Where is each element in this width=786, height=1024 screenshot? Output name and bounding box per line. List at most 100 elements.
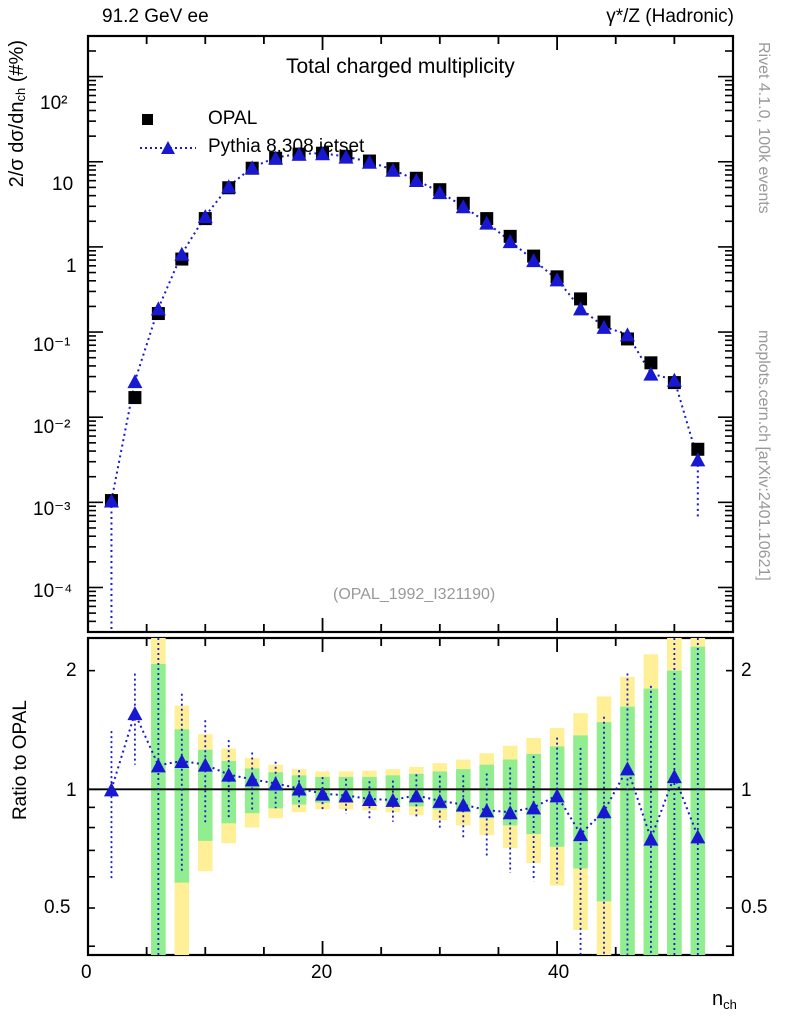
- data-point-pythia: [596, 319, 612, 334]
- data-point-pythia: [502, 234, 518, 249]
- data-point-opal: [222, 181, 236, 195]
- data-point-pythia: [127, 374, 143, 389]
- ratio-uncertainty-band-inner: [667, 670, 682, 955]
- ratio-uncertainty-band-inner: [315, 776, 330, 803]
- data-point-opal: [456, 196, 470, 210]
- data-point-pythia: [643, 366, 659, 381]
- ratio-point-pythia: [666, 769, 682, 784]
- data-point-opal: [550, 270, 564, 284]
- legend: OPAL Pythia 8.308 jetset: [140, 105, 364, 161]
- data-point-opal: [597, 315, 611, 329]
- ratio-uncertainty-band-inner: [385, 775, 401, 805]
- ratio-uncertainty-band-outer: [432, 763, 448, 821]
- ratio-point-pythia: [549, 788, 565, 803]
- ratio-uncertainty-band-inner: [432, 771, 448, 810]
- ratio-point-pythia: [103, 782, 119, 797]
- ratio-ytick-right-2: 0.5: [741, 897, 768, 918]
- ratio-point-pythia: [643, 831, 659, 846]
- xtick-2: 40: [548, 962, 570, 983]
- legend-item-pythia: Pythia 8.308 jetset: [140, 133, 364, 161]
- main-ytick-1: 10: [52, 174, 74, 195]
- ratio-point-pythia: [385, 792, 401, 807]
- ratio-uncertainty-band-inner: [198, 749, 213, 841]
- data-point-pythia: [385, 162, 401, 177]
- data-point-opal: [527, 249, 541, 263]
- ratio-uncertainty-band-outer: [221, 748, 236, 844]
- ratio-uncertainty-band-inner: [620, 706, 635, 955]
- data-point-pythia: [549, 272, 565, 287]
- page-title: Total charged multiplicity: [286, 55, 515, 78]
- data-point-pythia: [573, 301, 589, 316]
- ratio-point-pythia: [361, 792, 377, 807]
- ratio-uncertainty-band-inner: [244, 768, 260, 814]
- ratio-uncertainty-band-outer: [596, 696, 612, 955]
- ratio-uncertainty-band-inner: [690, 646, 706, 955]
- ratio-point-pythia: [455, 797, 471, 812]
- ratio-ylabel: Ratio to OPAL: [10, 700, 31, 821]
- header-left: 91.2 GeV ee: [102, 6, 209, 27]
- ratio-point-pythia: [197, 757, 213, 772]
- ratio-uncertainty-band-inner: [362, 776, 377, 803]
- data-point-opal: [503, 229, 517, 243]
- data-point-opal: [691, 442, 705, 456]
- main-ytick-6: 10⁻⁴: [33, 581, 73, 602]
- mc-curve: [110, 152, 699, 501]
- ratio-uncertainty-band-inner: [409, 773, 424, 807]
- ratio-ytick-right-1: 1: [741, 780, 752, 801]
- ratio-uncertainty-band-inner: [526, 753, 541, 835]
- data-point-pythia: [221, 179, 237, 194]
- rivet-version-label: Rivet 4.1.0, 100k events: [755, 42, 772, 214]
- ratio-uncertainty-band-outer: [526, 737, 541, 864]
- ratio-point-pythia: [291, 781, 307, 796]
- data-point-opal: [480, 212, 494, 226]
- data-point-pythia: [666, 372, 682, 387]
- mcplots-source-label: mcplots.cern.ch [arXiv:2401.10621]: [755, 330, 772, 581]
- ratio-point-pythia: [432, 793, 448, 808]
- ratio-uncertainty-band-inner: [643, 688, 659, 955]
- data-point-opal: [175, 252, 189, 266]
- ratio-point-pythia: [502, 805, 518, 820]
- xaxis-label: nch: [712, 988, 737, 1012]
- ratio-uncertainty-band-outer: [198, 734, 213, 872]
- ratio-ytick-right-0: 2: [741, 660, 752, 681]
- data-point-pythia: [619, 327, 635, 342]
- ratio-uncertainty-band-outer: [268, 764, 283, 819]
- ratio-uncertainty-band-outer: [409, 766, 424, 816]
- ratio-uncertainty-band-outer: [291, 769, 307, 813]
- analysis-id-watermark: (OPAL_1992_I321190): [333, 586, 496, 603]
- ratio-uncertainty-band-outer: [667, 638, 682, 955]
- ratio-panel-frame: [86, 636, 735, 957]
- ratio-point-pythia: [619, 761, 635, 776]
- data-point-pythia: [690, 452, 706, 467]
- ratio-uncertainty-band-inner: [221, 760, 236, 824]
- ratio-uncertainty-band-outer: [690, 638, 706, 955]
- data-point-pythia: [150, 301, 166, 316]
- data-point-pythia: [455, 199, 471, 214]
- ratio-point-pythia: [150, 758, 166, 773]
- xaxis-label-a: n: [712, 988, 724, 1010]
- ratio-point-pythia: [174, 753, 190, 768]
- legend-label-pythia: Pythia 8.308 jetset: [208, 136, 365, 157]
- data-point-opal: [433, 183, 447, 197]
- data-point-pythia: [432, 185, 448, 200]
- ratio-uncertainty-band-inner: [174, 729, 190, 883]
- data-point-opal: [574, 292, 588, 306]
- ratio-point-pythia: [690, 829, 706, 844]
- ratio-uncertainty-band-outer: [573, 713, 588, 930]
- main-ylabel-b: (#%): [6, 40, 28, 88]
- ratio-uncertainty-band-inner: [456, 769, 471, 813]
- ratio-point-pythia: [479, 803, 495, 818]
- data-point-opal: [667, 376, 681, 390]
- data-point-opal: [644, 356, 658, 370]
- ratio-uncertainty-band-outer: [643, 654, 659, 955]
- ratio-uncertainty-band-outer: [549, 728, 565, 886]
- main-ytick-4: 10⁻²: [33, 417, 71, 438]
- main-ylabel-sub: ch: [13, 87, 28, 102]
- ratio-point-pythia: [221, 767, 237, 782]
- main-ytick-0: 10²: [40, 93, 68, 114]
- legend-item-opal: OPAL: [140, 105, 364, 133]
- ratio-uncertainty-band-inner: [596, 722, 612, 902]
- ratio-uncertainty-band-inner: [338, 776, 354, 803]
- main-ytick-2: 1: [66, 256, 77, 277]
